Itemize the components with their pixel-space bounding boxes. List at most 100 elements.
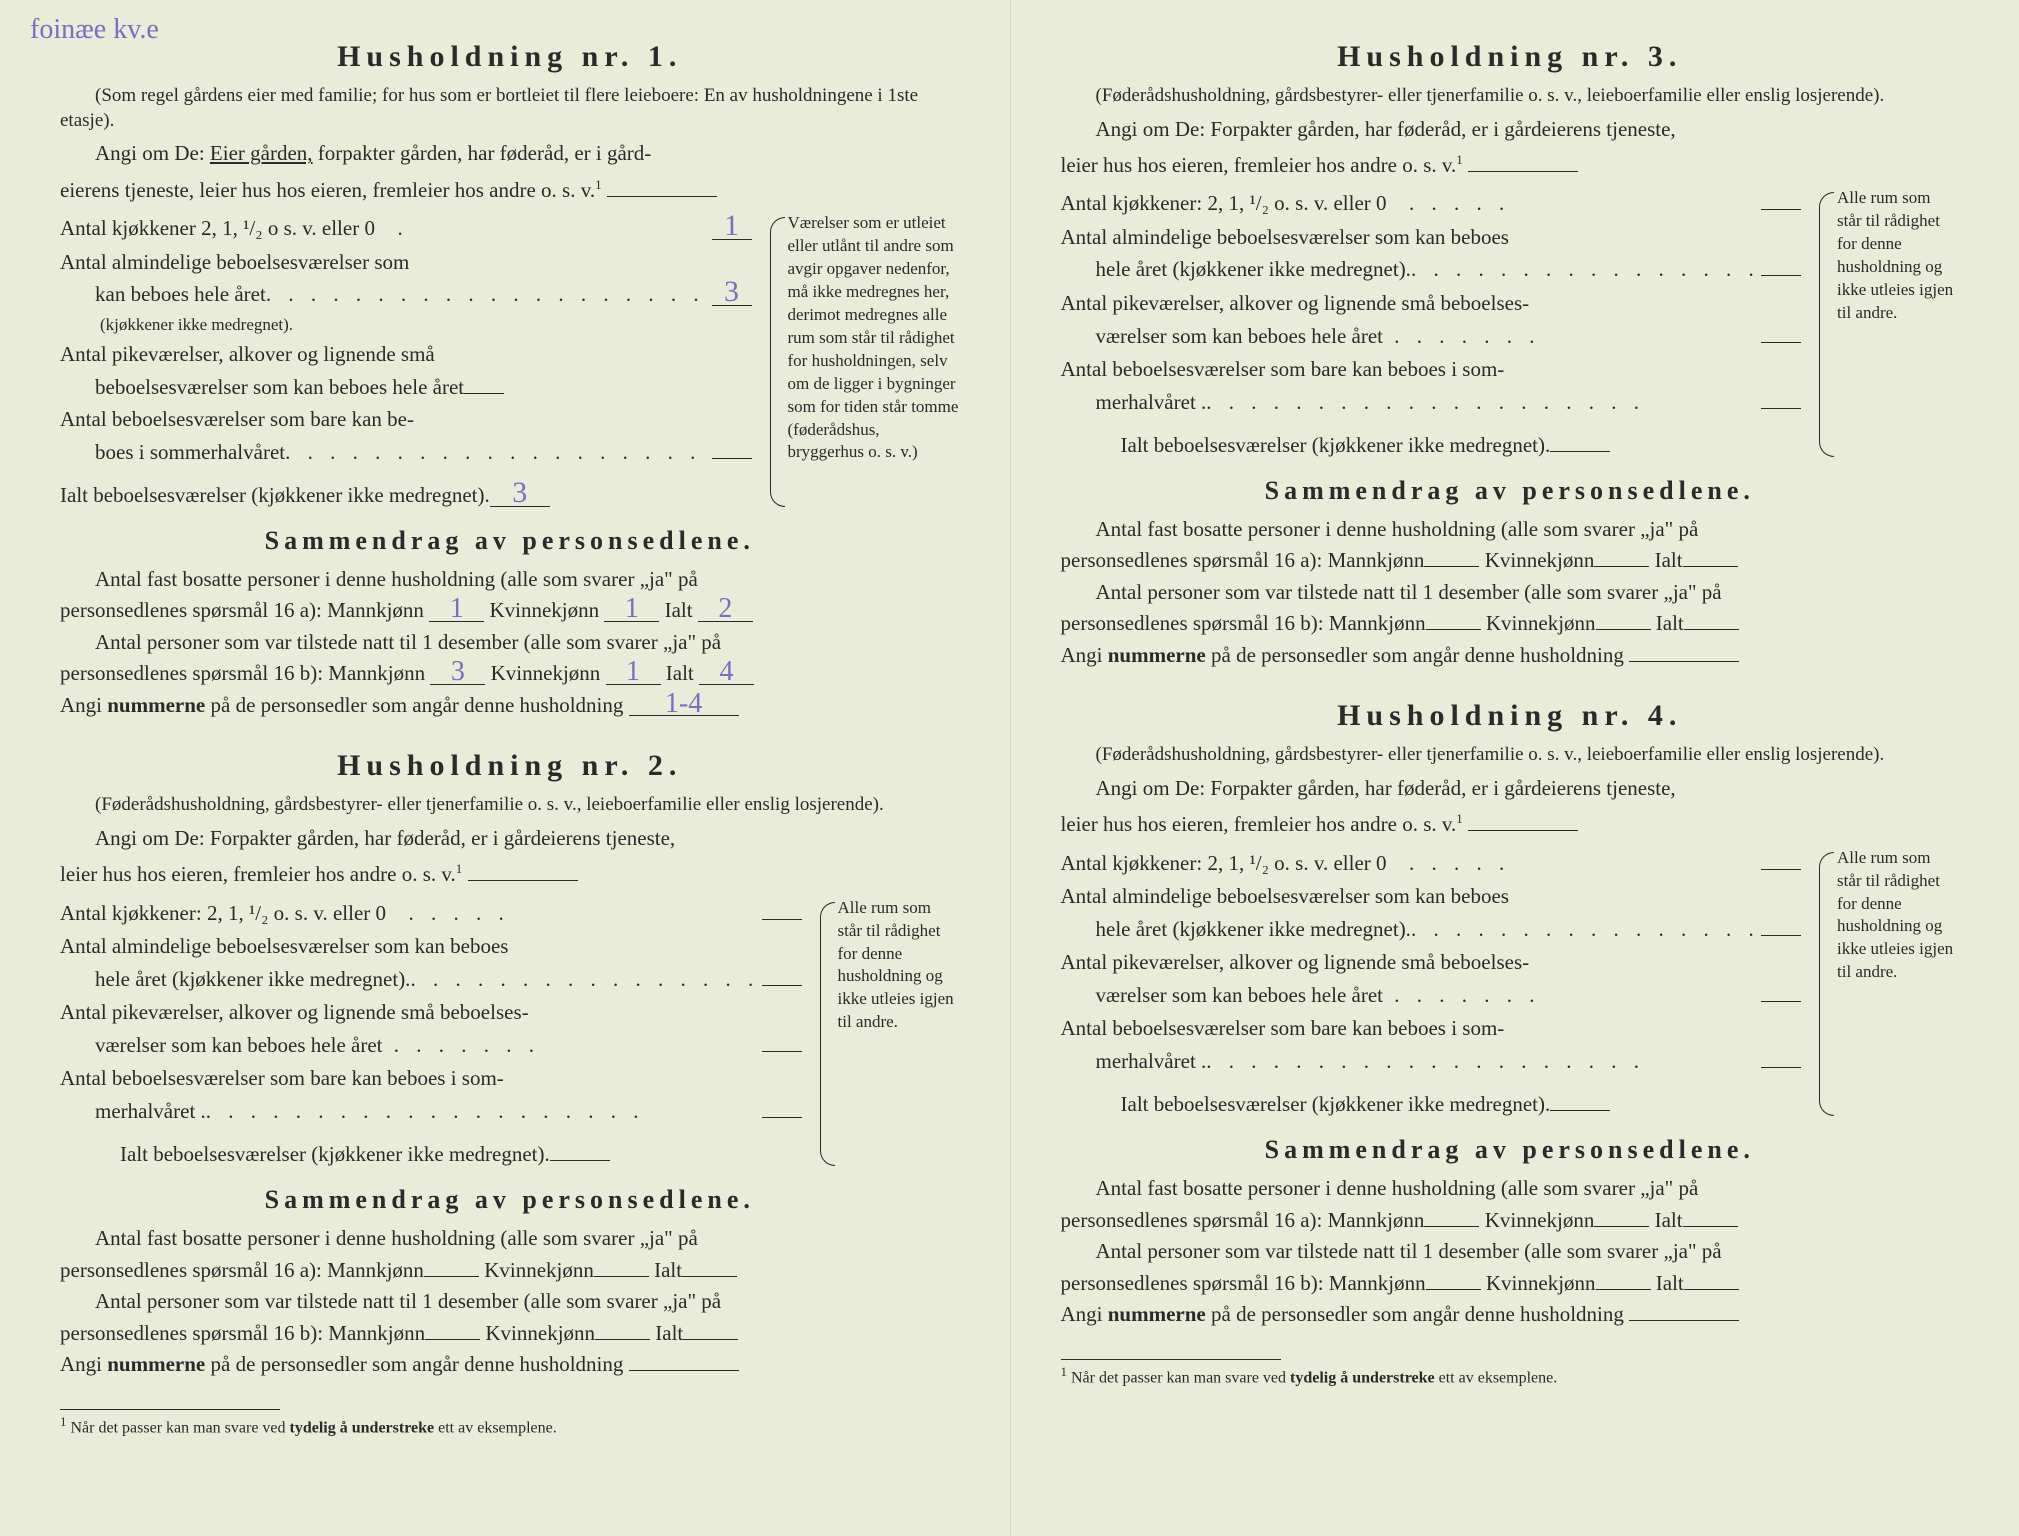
h4-intro: (Føderådshusholdning, gårdsbestyrer- ell… [1061,743,1960,768]
dots: . . . . . . . . . . . . . . . . . . . . [1206,1045,1761,1079]
h4-title: Husholdning nr. 4. [1061,699,1960,733]
label: personsedlenes spørsmål 16 a): Mannkjønn [1061,548,1425,572]
h1-p1a: Antal fast bosatte personer i denne hush… [60,564,960,596]
sup: 1 [1456,811,1463,826]
val-m: 3 [430,661,485,684]
label: Kvinnekjønn [485,1321,595,1345]
label: Kvinnekjønn [491,661,601,685]
value [762,1117,802,1118]
h2-angi2: leier hus hos eieren, fremleier hos andr… [60,860,960,888]
value [1761,408,1801,409]
label: Antal kjøkkener: 2, 1, ¹/₂ o. s. v. elle… [1061,187,1387,220]
val [1596,1289,1651,1290]
label: Antal beboelsesværelser som bare kan beb… [60,1062,504,1095]
row-total: Ialt beboelsesværelser (kjøkkener ikke m… [1061,429,1802,462]
row-kitchens: Antal kjøkkener: 2, 1, ¹/₂ o. s. v. elle… [1061,847,1802,881]
h1-subheader: Sammendrag av personsedlene. [60,526,960,556]
val-t: 4 [699,661,754,684]
label: Ialt [1656,1271,1684,1295]
row-summer-a: Antal beboelsesværelser som bare kan beb… [1061,1012,1802,1045]
row-summer-b: merhalvåret . . . . . . . . . . . . . . … [60,1095,802,1129]
val [424,1276,479,1277]
value [1761,1001,1801,1002]
dots: . . . . . . . . . . . . . . . . . . . . [266,278,712,312]
text: Angi om De: [95,141,205,165]
footnote-right: 1 Når det passer kan man svare ved tydel… [1061,1364,1960,1387]
bold: nummerne [1108,643,1206,667]
household-3: Husholdning nr. 3. (Føderådshusholdning,… [1061,40,1960,671]
h2-title: Husholdning nr. 2. [60,749,960,783]
label: hele året (kjøkkener ikke medregnet). [1096,253,1411,286]
h1-p2b: personsedlenes spørsmål 16 b): Mannkjønn… [60,658,960,690]
val [1683,1226,1738,1227]
text: leier hus hos eieren, fremleier hos andr… [60,862,456,886]
label: Kvinnekjønn [1486,611,1596,635]
underlined-option: Eier gården, [210,141,313,165]
value: 3 [490,479,550,507]
dots: . . . . . [1387,187,1761,221]
label: Kvinnekjønn [1486,1271,1596,1295]
h3-angi-num: Angi nummerne på de personsedler som ang… [1061,640,1960,672]
label: Antal pikeværelser, alkover og lignende … [60,996,529,1029]
h1-rows: Antal kjøkkener 2, 1, ¹/₂ o s. v. eller … [60,212,960,512]
value [1761,275,1801,276]
h1-angi-line2: eierens tjeneste, leier hus hos eieren, … [60,176,960,204]
value [1761,209,1801,210]
row-rooms-a: Antal almindelige beboelsesværelser som … [60,930,802,963]
value: 3 [712,278,752,306]
row-pike-a: Antal pikeværelser, alkover og lignende … [60,338,752,371]
row-pike-b: beboelsesværelser som kan beboes hele år… [60,371,752,404]
footnote-left: 1 Når det passer kan man svare ved tydel… [60,1414,960,1437]
dots: . . . . . . . [1383,979,1761,1013]
row-rooms-sub: (kjøkkener ikke medregnet). [60,312,752,338]
label: Kvinnekjønn [1485,548,1595,572]
label: hele året (kjøkkener ikke medregnet). [95,963,410,996]
val [683,1339,738,1340]
val [1424,566,1479,567]
val-k: 1 [606,661,661,684]
row-kitchens: Antal kjøkkener 2, 1, ¹/₂ o s. v. eller … [60,212,752,246]
text: Angi [60,693,107,717]
row-summer-b: boes i sommerhalvåret . . . . . . . . . … [60,436,752,470]
row-summer-b: merhalvåret . . . . . . . . . . . . . . … [1061,1045,1802,1079]
h1-intro: (Som regel gårdens eier med familie; for… [60,84,960,133]
label: Antal kjøkkener: 2, 1, ¹/₂ o. s. v. elle… [1061,847,1387,880]
row-pike-b: værelser som kan beboes hele året . . . … [60,1029,802,1063]
label: merhalvåret . [95,1095,206,1128]
value [629,1370,739,1371]
value [762,919,802,920]
label: Antal almindelige beboelsesværelser som … [1061,221,1509,254]
blank [607,196,717,197]
bold: nummerne [1108,1302,1206,1326]
label: Antal pikeværelser, alkover og lignende … [60,338,435,371]
value [550,1160,610,1161]
dots: . . . . . . . . . . . . . . . . . . . . [1206,386,1761,420]
h3-p2b: personsedlenes spørsmål 16 b): Mannkjønn… [1061,608,1960,640]
val [1426,1289,1481,1290]
dots: . . . . . . . [1383,320,1761,354]
h3-angi2: leier hus hos eieren, fremleier hos andr… [1061,151,1960,179]
row-summer-a: Antal beboelsesværelser som bare kan beb… [60,1062,802,1095]
h3-p1b: personsedlenes spørsmål 16 a): Mannkjønn… [1061,545,1960,577]
label: værelser som kan beboes hele året [95,1029,382,1062]
val [1684,1289,1739,1290]
label: Antal kjøkkener: 2, 1, ¹/₂ o. s. v. elle… [60,897,386,930]
value [1761,935,1801,936]
text: Angi [1061,643,1108,667]
h2-p2a: Antal personer som var tilstede natt til… [60,1286,960,1318]
dots: . [375,212,712,246]
household-4: Husholdning nr. 4. (Føderådshusholdning,… [1061,699,1960,1330]
row-rooms-a: Antal almindelige beboelsesværelser som … [1061,221,1802,254]
val-m: 1 [429,598,484,621]
marker: 1 [60,1414,67,1429]
label: værelser som kan beboes hele året [1096,320,1383,353]
bold: tydelig å understreke [290,1419,435,1436]
bold: nummerne [107,693,205,717]
text: Når det passer kan man svare ved [1071,1369,1290,1386]
text: på de personsedler som angår denne husho… [205,693,623,717]
dots: . . . . . . . . . . . . . . . . . . . . [410,963,761,997]
text: Når det passer kan man svare ved [71,1419,290,1436]
h3-intro: (Føderådshusholdning, gårdsbestyrer- ell… [1061,84,1960,109]
h3-side-note: Alle rum som står til rådighet for denne… [1819,187,1959,461]
value [1761,1067,1801,1068]
